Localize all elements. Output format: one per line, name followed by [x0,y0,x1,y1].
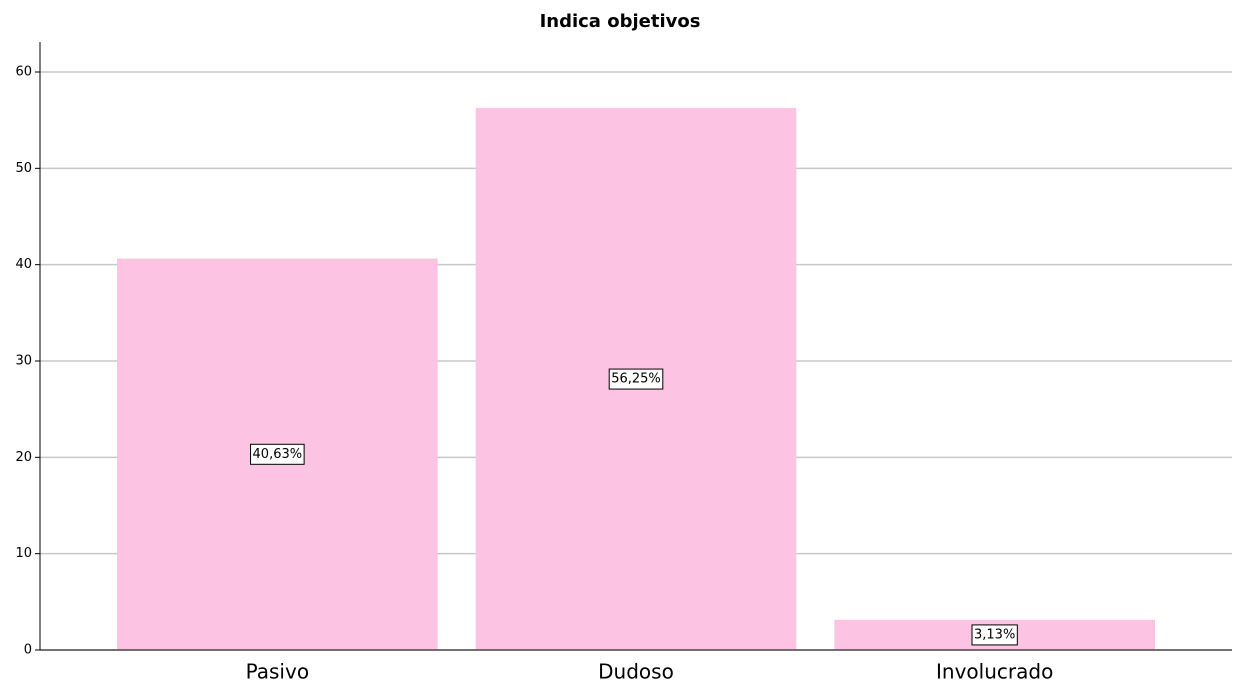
value-label: 3,13% [974,627,1015,642]
x-tick-label: Involucrado [936,660,1053,684]
x-tick-label: Pasivo [246,660,309,684]
value-label: 56,25% [611,372,661,387]
y-tick-label: 10 [15,546,32,561]
y-tick-label: 0 [24,643,32,658]
y-tick-label: 20 [15,450,32,465]
y-tick-label: 60 [15,65,32,80]
x-tick-label: Dudoso [598,660,674,684]
value-label-box [608,368,664,390]
value-label: 40,63% [253,447,303,462]
y-tick-label: 50 [15,161,32,176]
y-tick-label: 40 [15,257,32,272]
value-label-box [971,624,1018,646]
chart-title: Indica objetivos [540,11,701,32]
value-label-box [250,443,305,465]
y-tick-label: 30 [15,354,32,369]
